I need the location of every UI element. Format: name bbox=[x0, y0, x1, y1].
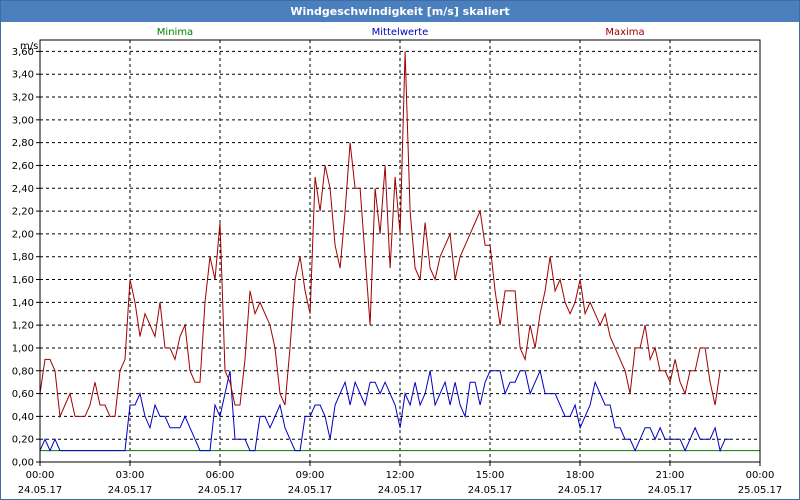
x-tick-time: 09:00 bbox=[296, 470, 325, 481]
x-tick-date: 24.05.17 bbox=[648, 485, 693, 496]
x-tick-time: 12:00 bbox=[386, 470, 415, 481]
y-tick-label: 2,80 bbox=[12, 138, 34, 149]
y-tick-label: 1,80 bbox=[12, 252, 34, 263]
y-tick-label: 3,20 bbox=[12, 93, 34, 104]
y-tick-label: 1,20 bbox=[12, 321, 34, 332]
x-tick-date: 24.05.17 bbox=[288, 485, 333, 496]
y-tick-label: 2,60 bbox=[12, 161, 34, 172]
y-tick-label: 1,00 bbox=[12, 343, 34, 354]
x-tick-time: 18:00 bbox=[566, 470, 595, 481]
y-tick-label: 0,80 bbox=[12, 366, 34, 377]
plot-frame bbox=[39, 39, 761, 463]
x-tick-time: 06:00 bbox=[206, 470, 235, 481]
y-tick-label: 2,00 bbox=[12, 229, 34, 240]
x-tick-date: 24.05.17 bbox=[558, 485, 603, 496]
series-line-mittelwerte bbox=[39, 369, 731, 453]
y-tick-label: 3,00 bbox=[12, 115, 34, 126]
series-lines bbox=[39, 51, 761, 453]
y-axis-label: m/s bbox=[20, 41, 38, 52]
x-tick-date: 24.05.17 bbox=[18, 485, 63, 496]
x-tick-time: 00:00 bbox=[746, 470, 775, 481]
legend-maxima: Maxima bbox=[605, 27, 644, 38]
y-tick-label: 1,40 bbox=[12, 298, 34, 309]
y-axis: 0,00 0,20 0,40 0,60 0,80 1,00 1,20 1,40 1,60 1,80… bbox=[12, 47, 40, 469]
y-tick-label: 2,40 bbox=[12, 184, 34, 195]
y-tick-label: 2,20 bbox=[12, 207, 34, 218]
y-tick-label: 0,60 bbox=[12, 389, 34, 400]
legend: Minima Mittelwerte Maxima bbox=[157, 27, 645, 38]
x-tick-date: 24.05.17 bbox=[198, 485, 243, 496]
x-tick-date: 24.05.17 bbox=[468, 485, 513, 496]
x-tick-time: 00:00 bbox=[26, 470, 55, 481]
y-tick-label: 0,20 bbox=[12, 435, 34, 446]
window-title: Windgeschwindigkeit [m/s] skaliert bbox=[1, 1, 799, 22]
x-tick-time: 21:00 bbox=[656, 470, 685, 481]
grid bbox=[40, 40, 760, 463]
y-tick-label: 3,40 bbox=[12, 70, 34, 81]
x-tick-date: 24.05.17 bbox=[108, 485, 153, 496]
x-tick-date: 24.05.17 bbox=[378, 485, 423, 496]
y-tick-label: 0,40 bbox=[12, 412, 34, 423]
legend-mittelwerte: Mittelwerte bbox=[372, 27, 429, 38]
y-tick-label: 0,00 bbox=[12, 458, 34, 469]
x-tick-date: 25.05.17 bbox=[738, 485, 783, 496]
x-tick-time: 15:00 bbox=[476, 470, 505, 481]
y-tick-label: 3,60 bbox=[12, 47, 34, 58]
x-tick-time: 03:00 bbox=[116, 470, 145, 481]
legend-minima: Minima bbox=[157, 27, 193, 38]
x-axis: 00:00 24.05.17 03:00 24.05.17 06:00 24.05.17 0… bbox=[18, 462, 783, 496]
series-line-maxima bbox=[39, 51, 721, 419]
y-tick-label: 1,60 bbox=[12, 275, 34, 286]
